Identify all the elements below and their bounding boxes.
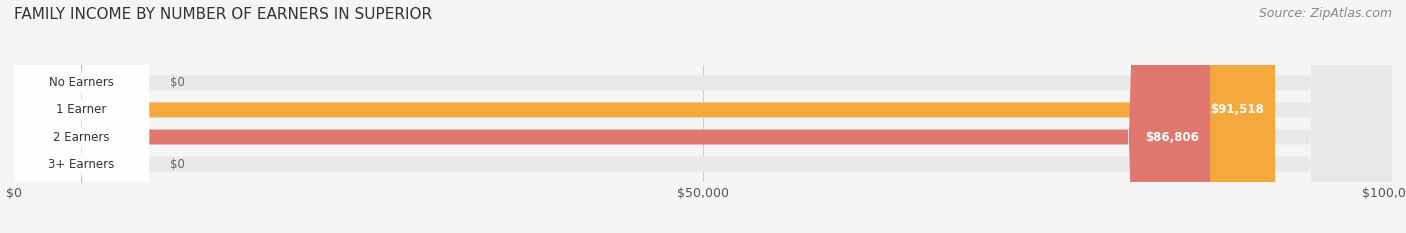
- Text: FAMILY INCOME BY NUMBER OF EARNERS IN SUPERIOR: FAMILY INCOME BY NUMBER OF EARNERS IN SU…: [14, 7, 432, 22]
- Text: Source: ZipAtlas.com: Source: ZipAtlas.com: [1258, 7, 1392, 20]
- Text: 2 Earners: 2 Earners: [53, 130, 110, 144]
- FancyBboxPatch shape: [14, 0, 1211, 233]
- Text: $91,518: $91,518: [1211, 103, 1264, 116]
- FancyBboxPatch shape: [14, 0, 1275, 233]
- Text: $86,806: $86,806: [1146, 130, 1199, 144]
- FancyBboxPatch shape: [14, 0, 1392, 233]
- FancyBboxPatch shape: [14, 0, 1392, 233]
- FancyBboxPatch shape: [14, 0, 149, 233]
- Text: $0: $0: [170, 76, 184, 89]
- FancyBboxPatch shape: [14, 0, 1392, 233]
- FancyBboxPatch shape: [14, 0, 149, 233]
- FancyBboxPatch shape: [14, 0, 1392, 233]
- FancyBboxPatch shape: [14, 0, 149, 233]
- Text: 3+ Earners: 3+ Earners: [48, 158, 115, 171]
- FancyBboxPatch shape: [14, 0, 149, 233]
- Text: $0: $0: [170, 158, 184, 171]
- Text: 1 Earner: 1 Earner: [56, 103, 107, 116]
- Text: No Earners: No Earners: [49, 76, 114, 89]
